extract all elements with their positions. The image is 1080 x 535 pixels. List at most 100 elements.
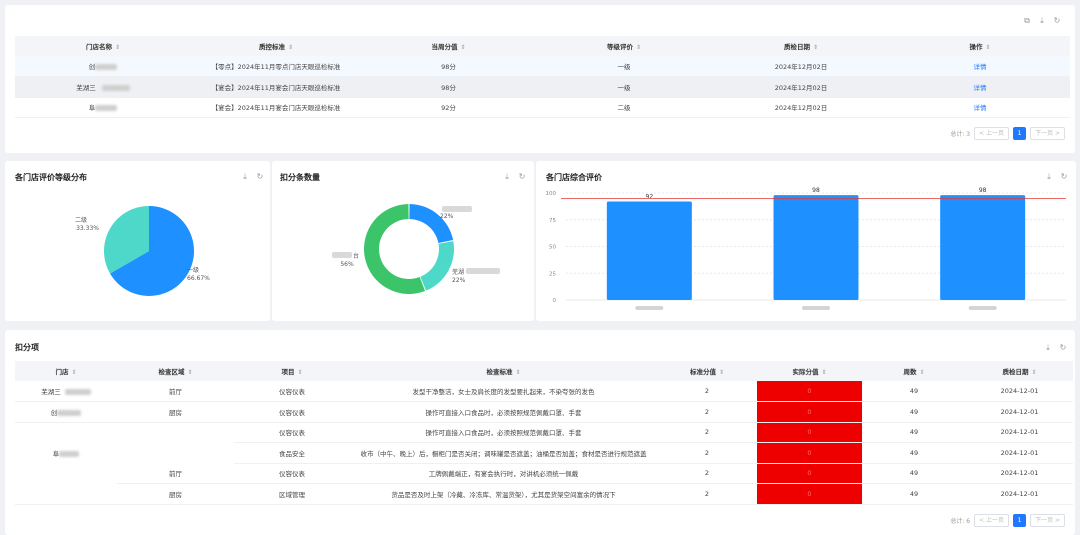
pie-slice-2[interactable] bbox=[364, 204, 426, 294]
col-header-std-score[interactable]: 标准分值 ⇕ bbox=[657, 361, 757, 381]
cell-standard: 货品是否及时上架（冷藏、冷冻库、常温货架），尤其是货架空间富余的情况下 bbox=[350, 483, 657, 505]
cell-week: 49 bbox=[862, 381, 966, 402]
pagination-total: 总计: 6 bbox=[950, 518, 971, 525]
detail-link[interactable]: 详情 bbox=[890, 56, 1070, 77]
cell-week: 49 bbox=[862, 463, 966, 484]
cell-store bbox=[15, 483, 117, 505]
col-header-week[interactable]: 周数 ⇕ bbox=[862, 361, 966, 381]
table-row: 前厅 仪容仪表 工牌佩戴端正，有宴会执行时，对讲机必须统一佩戴 2 0 49 2… bbox=[15, 463, 1073, 484]
cell-week: 49 bbox=[862, 422, 966, 443]
download-icon[interactable]: ⤓ bbox=[1046, 343, 1050, 352]
grade-distribution-title: 各门店评价等级分布 bbox=[15, 173, 87, 182]
cell-item: 仪容仪表 bbox=[234, 381, 350, 402]
y-tick-label: 100 bbox=[546, 191, 557, 197]
y-tick-label: 0 bbox=[553, 298, 557, 304]
cell-week: 49 bbox=[862, 401, 966, 423]
y-tick-label: 25 bbox=[549, 271, 556, 277]
cell-score: 98分 bbox=[361, 76, 536, 98]
cell-standard: 收市（中午、晚上）后，橱柜门是否关闭；调味罐是否遮盖；油桶是否加盖；食材是否进行… bbox=[350, 442, 657, 464]
donut-label-2: 芜湖 bbox=[452, 268, 464, 276]
cell-store: 阜 bbox=[15, 97, 191, 118]
download-icon[interactable]: ⤓ bbox=[243, 172, 247, 181]
cell-area bbox=[117, 443, 234, 464]
col-header-store[interactable]: 门店名称 ⇕ bbox=[15, 36, 191, 56]
col-header-date[interactable]: 质检日期 ⇕ bbox=[966, 361, 1073, 381]
cell-standard: 【宴会】2024年11月宴会门店天眼巡检标准 bbox=[191, 76, 361, 98]
col-header-date[interactable]: 质检日期 ⇕ bbox=[712, 36, 890, 56]
col-header-actual[interactable]: 实际分值 ⇕ bbox=[757, 361, 862, 381]
cell-standard: 【零点】2024年11月零点门店天眼巡检标准 bbox=[191, 56, 361, 77]
cell-actual: 0 bbox=[757, 463, 862, 484]
composite-bar-chart: 0 25 50 75 100 92 98 98 bbox=[546, 187, 1066, 310]
cell-score: 92分 bbox=[361, 97, 536, 118]
page-button-1[interactable]: 1 bbox=[1013, 514, 1027, 527]
pie-slice-0[interactable] bbox=[110, 206, 195, 296]
cell-item: 仪容仪表 bbox=[234, 422, 350, 443]
col-header-item[interactable]: 项目 ⇕ bbox=[234, 361, 350, 381]
pie-label-grade2: 二级 bbox=[75, 216, 87, 224]
bar-value-label: 98 bbox=[979, 187, 987, 194]
cell-std-score: 2 bbox=[657, 463, 757, 484]
refresh-icon[interactable]: ↻ bbox=[256, 172, 264, 181]
cell-item: 区域管理 bbox=[234, 483, 350, 505]
col-header-score[interactable]: 当周分值 ⇕ bbox=[361, 36, 536, 56]
pie-slice-1[interactable] bbox=[104, 206, 149, 274]
cell-store bbox=[15, 422, 117, 443]
pie-label-grade1: 一级 bbox=[187, 266, 199, 274]
composite-score-card: 各门店综合评价 ⤓ ↻ 0 25 50 75 100 92 98 98 bbox=[536, 161, 1076, 321]
next-page-button[interactable]: 下一页 > bbox=[1030, 127, 1065, 140]
cell-area: 前厅 bbox=[117, 463, 234, 484]
table-row: 阜 食品安全 收市（中午、晚上）后，橱柜门是否关闭；调味罐是否遮盖；油桶是否加盖… bbox=[15, 442, 1073, 464]
bar-0[interactable] bbox=[606, 201, 692, 300]
refresh-icon[interactable]: ↻ bbox=[1060, 172, 1068, 181]
pie-slice-0[interactable] bbox=[409, 204, 454, 244]
cell-score: 98分 bbox=[361, 56, 536, 77]
refresh-icon[interactable]: ↻ bbox=[518, 172, 526, 181]
donut-label-3: 台 bbox=[353, 252, 359, 260]
fullscreen-icon[interactable]: ⧉ bbox=[1024, 16, 1030, 25]
col-header-standard[interactable]: 质控标准 ⇕ bbox=[191, 36, 361, 56]
table-row: 创 【零点】2024年11月零点门店天眼巡检标准 98分 一级 2024年12月… bbox=[15, 56, 1070, 77]
bar-1[interactable] bbox=[773, 195, 859, 300]
refresh-icon[interactable]: ↻ bbox=[1059, 343, 1067, 352]
pagination: 总计: 6 < 上一页 1 下一页 > bbox=[950, 514, 1065, 527]
cell-standard: 发型干净整洁，女士及肩长度的发型要扎起来，不染夸张的发色 bbox=[350, 381, 657, 402]
download-icon[interactable]: ⤓ bbox=[1040, 16, 1044, 25]
cell-std-score: 2 bbox=[657, 483, 757, 505]
cell-item: 食品安全 bbox=[234, 442, 350, 464]
next-page-button[interactable]: 下一页 > bbox=[1030, 514, 1065, 527]
cell-date: 2024-12-01 bbox=[966, 381, 1073, 402]
grade-distribution-card: 各门店评价等级分布 ⤓ ↻ 二级 33.33% 一级 66.67% bbox=[5, 161, 270, 321]
cell-store: 阜 bbox=[15, 443, 117, 464]
cell-week: 49 bbox=[862, 483, 966, 505]
cell-date: 2024年12月02日 bbox=[712, 97, 890, 118]
prev-page-button[interactable]: < 上一页 bbox=[974, 127, 1010, 140]
deduction-count-title: 扣分条数量 bbox=[280, 173, 320, 182]
col-header-action[interactable]: 操作 ⇕ bbox=[890, 36, 1070, 56]
col-header-grade[interactable]: 等级评价 ⇕ bbox=[536, 36, 712, 56]
card-tools: ⤓ ↻ bbox=[1045, 173, 1068, 181]
cell-date: 2024年12月02日 bbox=[712, 76, 890, 98]
cell-grade: 一级 bbox=[536, 76, 712, 98]
detail-link[interactable]: 详情 bbox=[890, 76, 1070, 98]
grade-pie-chart: 二级 33.33% 一级 66.67% bbox=[75, 206, 210, 296]
refresh-icon[interactable]: ↻ bbox=[1053, 16, 1061, 25]
prev-page-button[interactable]: < 上一页 bbox=[974, 514, 1010, 527]
table-header-row: 门店名称 ⇕ 质控标准 ⇕ 当周分值 ⇕ 等级评价 ⇕ 质检日期 ⇕ 操作 ⇕ bbox=[15, 36, 1070, 56]
cell-date: 2024年12月02日 bbox=[712, 56, 890, 77]
bar-value-label: 98 bbox=[812, 187, 820, 194]
bar-2[interactable] bbox=[940, 195, 1026, 300]
download-icon[interactable]: ⤓ bbox=[505, 172, 509, 181]
col-header-store[interactable]: 门店 ⇕ bbox=[15, 361, 117, 381]
detail-link[interactable]: 详情 bbox=[890, 97, 1070, 118]
col-header-area[interactable]: 检查区域 ⇕ bbox=[117, 361, 234, 381]
pie-slice-1[interactable] bbox=[420, 241, 454, 291]
table-row: 创 厨房 仪容仪表 操作可直接入口食品时，必须按照规范佩戴口罩、手套 2 0 4… bbox=[15, 401, 1073, 423]
col-header-standard[interactable]: 检查标准 ⇕ bbox=[350, 361, 657, 381]
cell-standard: 操作可直接入口食品时，必须按照规范佩戴口罩、手套 bbox=[350, 401, 657, 423]
download-icon[interactable]: ⤓ bbox=[1047, 172, 1051, 181]
pagination-total: 总计: 3 bbox=[950, 131, 971, 138]
pie-percent-grade1: 66.67% bbox=[187, 275, 210, 282]
cell-grade: 一级 bbox=[536, 56, 712, 77]
page-button-1[interactable]: 1 bbox=[1013, 127, 1027, 140]
